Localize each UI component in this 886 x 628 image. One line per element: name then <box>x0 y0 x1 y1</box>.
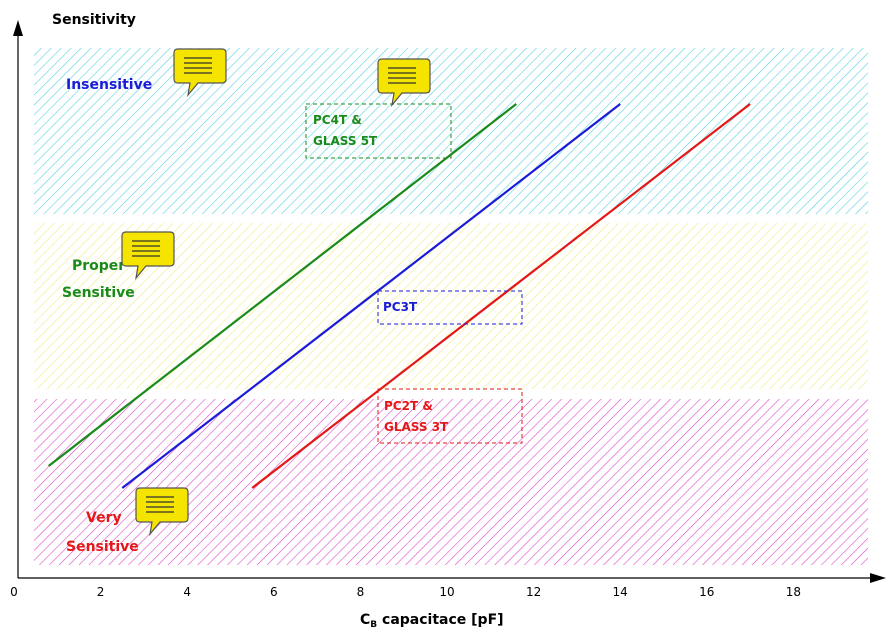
x-tick-label: 16 <box>699 585 714 599</box>
x-tick-label: 2 <box>97 585 105 599</box>
series-line <box>251 103 751 489</box>
region-label-proper: Proper <box>72 258 125 274</box>
annotation-box-pc3t <box>377 290 523 325</box>
x-tick-label: 6 <box>270 585 278 599</box>
note-icon <box>173 48 227 98</box>
x-tick-label: 8 <box>357 585 365 599</box>
annotation-box-pc4t <box>305 103 452 159</box>
annotation-pc4t-line-1: PC4T & <box>313 113 362 127</box>
annotation-pc3t-line-1: PC3T <box>383 300 418 314</box>
note-icon <box>377 58 431 108</box>
x-tick-label: 12 <box>526 585 541 599</box>
region-label-very: Very <box>86 510 122 526</box>
band-very-sensitive <box>34 399 868 565</box>
y-axis-arrow <box>13 20 23 36</box>
note-icon <box>135 487 189 537</box>
note-icon <box>121 231 175 281</box>
region-label-very-sensitive: Sensitive <box>66 539 139 555</box>
x-tick-label: 4 <box>183 585 191 599</box>
series-line <box>47 103 517 467</box>
annotation-pc2t-line-2: GLASS 3T <box>384 420 449 434</box>
annotation-pc2t-line-1: PC2T & <box>384 399 433 413</box>
x-tick-label: 14 <box>613 585 628 599</box>
annotation-pc4t-line-2: GLASS 5T <box>313 134 378 148</box>
x-axis-arrow <box>870 573 886 583</box>
y-axis-title: Sensitivity <box>52 12 136 28</box>
x-axis-title: CB capacitace [pF] <box>360 612 504 628</box>
region-label-proper-sensitive: Sensitive <box>62 285 135 301</box>
region-label-insensitive: Insensitive <box>66 77 152 93</box>
x-tick-label: 18 <box>786 585 801 599</box>
x-tick-label: 10 <box>439 585 454 599</box>
series-lines <box>47 103 751 489</box>
series-line <box>121 103 621 489</box>
x-tick-label: 0 <box>10 585 18 599</box>
annotation-box-pc2t <box>377 388 523 444</box>
x-tick-labels: 0 2 4 6 8 10 12 14 16 18 <box>10 585 801 599</box>
